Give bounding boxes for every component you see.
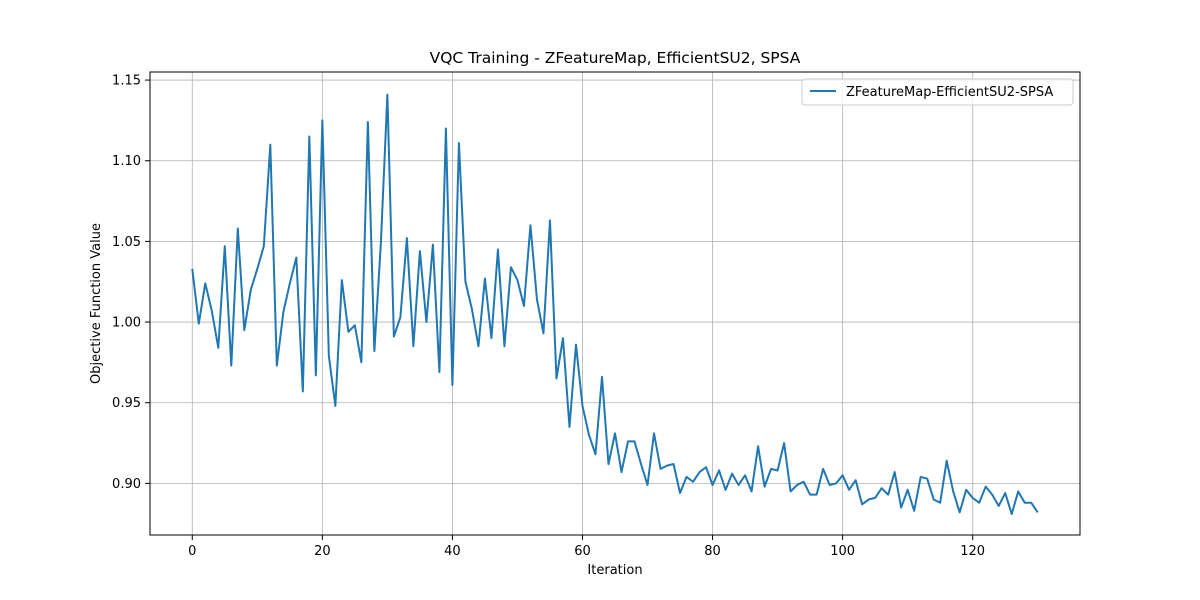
x-tick-label: 60 <box>574 544 591 559</box>
y-tick-label: 1.00 <box>112 316 141 331</box>
y-tick-label: 1.10 <box>112 154 141 169</box>
y-tick-label: 0.95 <box>112 396 141 411</box>
x-tick-label: 0 <box>188 544 196 559</box>
plot-area <box>150 72 1080 535</box>
y-tick-label: 1.15 <box>112 74 141 89</box>
x-tick-label: 80 <box>704 544 721 559</box>
x-tick-label: 100 <box>830 544 855 559</box>
grid <box>150 72 1080 535</box>
y-tick-label: 1.05 <box>112 235 141 250</box>
legend-label: ZFeatureMap-EfficientSU2-SPSA <box>846 85 1053 100</box>
x-tick-label: 20 <box>314 544 331 559</box>
series-line <box>191 93 1039 516</box>
y-tick-label: 0.90 <box>112 477 141 492</box>
x-axis-label: Iteration <box>587 563 642 578</box>
y-axis-label: Objective Function Value <box>89 223 104 384</box>
plot-frame <box>149 71 1081 536</box>
series-layer <box>191 93 1039 516</box>
legend: ZFeatureMap-EfficientSU2-SPSA <box>801 78 1074 106</box>
chart-title: VQC Training - ZFeatureMap, EfficientSU2… <box>430 49 801 67</box>
legend-box <box>801 78 1074 106</box>
x-tick-label: 40 <box>444 544 461 559</box>
x-tick-label: 120 <box>960 544 985 559</box>
axis-ticks: 0 20 40 60 80 100 120 0.90 0.95 1.00 1.05 1.10 1.15 <box>112 74 985 559</box>
